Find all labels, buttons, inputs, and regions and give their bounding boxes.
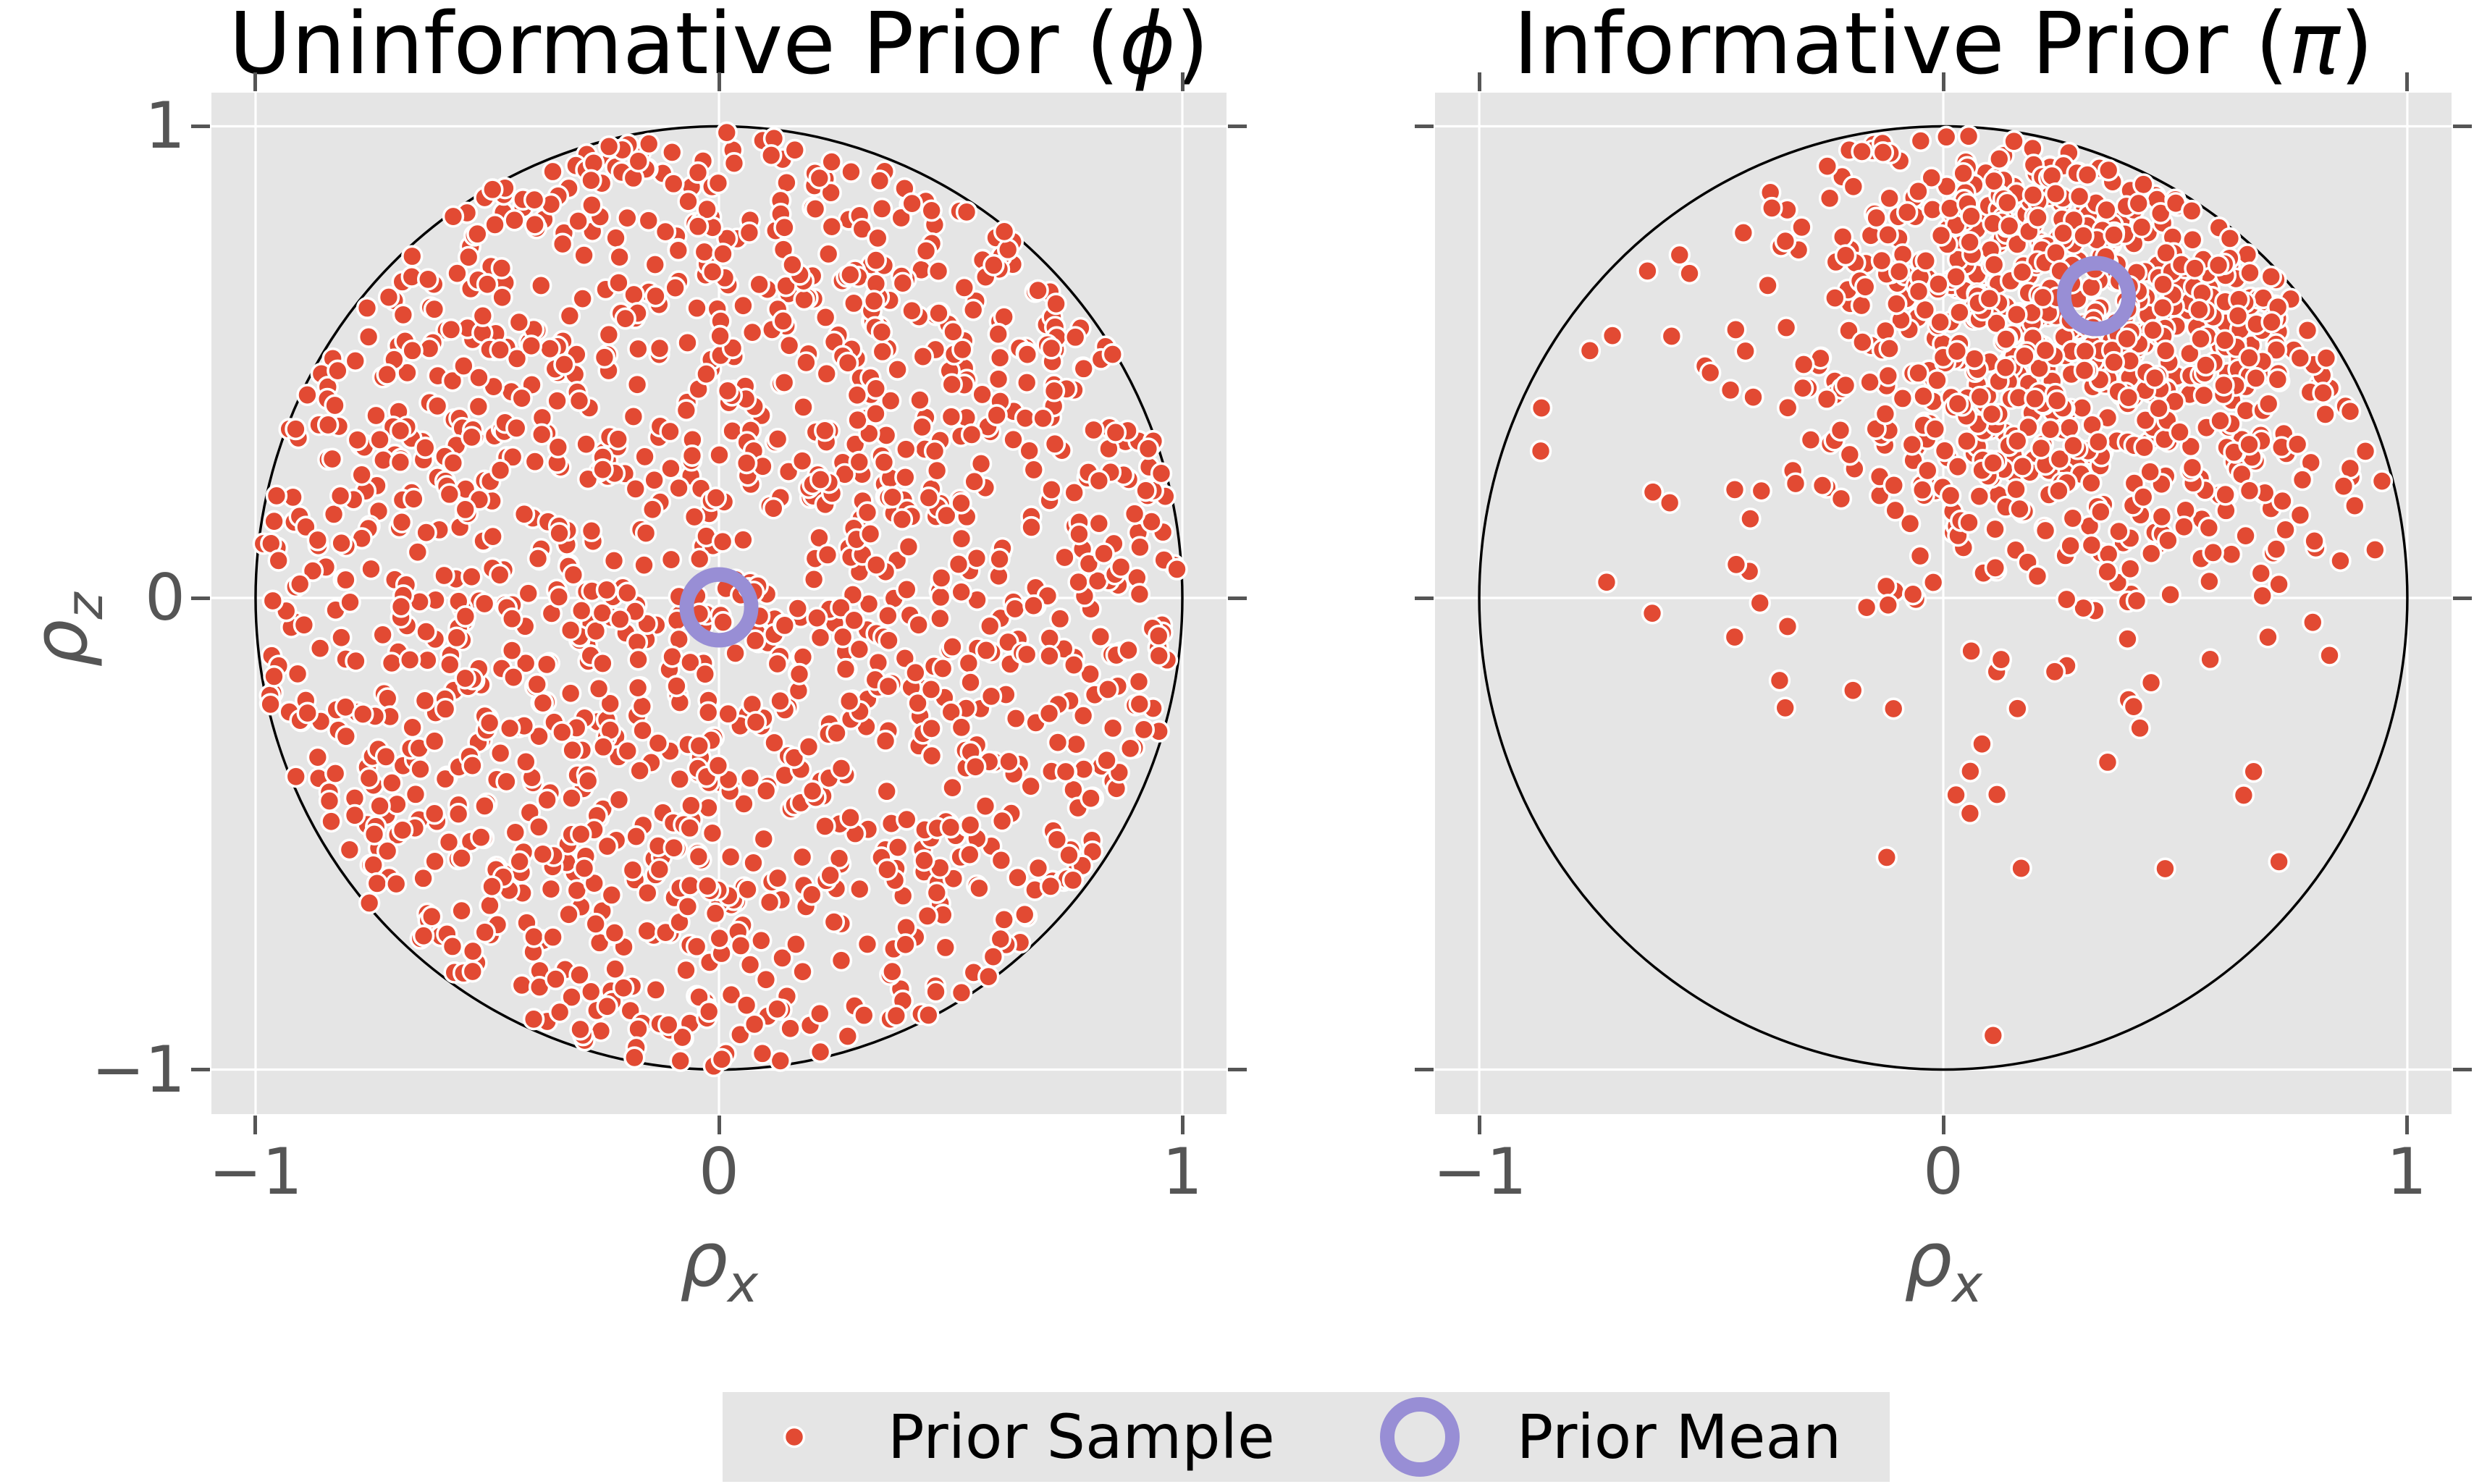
panel-title-informative: Informative Prior (π)	[1513, 1, 2373, 86]
tick-mark	[191, 1067, 210, 1071]
tick-mark	[717, 1116, 721, 1134]
pi-symbol: π	[2288, 0, 2340, 93]
xtick-label-1: 1	[2386, 1134, 2427, 1209]
tick-mark	[1228, 1067, 1247, 1071]
ytick-label-1: 1	[145, 88, 185, 163]
tick-mark	[2453, 1067, 2472, 1071]
tick-mark	[1941, 72, 1945, 91]
tick-mark	[191, 596, 210, 600]
panel-title-uninformative: Uninformative Prior (ϕ)	[229, 1, 1209, 86]
tick-mark	[1228, 596, 1247, 600]
scatter-plot-informative	[1435, 93, 2452, 1114]
xtick-label-1: 1	[1162, 1134, 1203, 1209]
xtick-label-0: 0	[699, 1134, 739, 1209]
ytick-label-0: 0	[145, 560, 185, 635]
tick-mark	[253, 72, 258, 91]
rho-glyph: ρ	[1904, 1215, 1953, 1304]
tick-mark	[1180, 72, 1185, 91]
tick-mark	[1477, 72, 1481, 91]
rho-glyph: ρ	[680, 1215, 728, 1304]
y-axis-label-rho-z: ρz	[16, 592, 115, 667]
legend: Prior Sample Prior Mean	[723, 1392, 1890, 1482]
tick-mark	[1415, 596, 1434, 600]
panel-uninformative-prior: Uninformative Prior (ϕ) 1 0 −1 −1 0 1 ρx…	[16, 1, 1247, 1310]
tick-mark	[1180, 1116, 1185, 1134]
title-text: Uninformative Prior (	[229, 0, 1119, 93]
tick-mark	[2453, 596, 2472, 600]
prior-mean-ring-icon	[1379, 1397, 1460, 1477]
tick-mark	[1228, 125, 1247, 129]
tick-mark	[1941, 1116, 1945, 1134]
tick-mark	[2405, 1116, 2410, 1134]
rho-x-subscript: x	[1952, 1253, 1982, 1314]
tick-mark	[2405, 72, 2410, 91]
rho-z-subscript: z	[54, 592, 115, 620]
legend-label-prior-sample: Prior Sample	[888, 1401, 1275, 1472]
xtick-label-neg1: −1	[209, 1134, 303, 1209]
tick-mark	[2453, 125, 2472, 129]
rho-glyph: ρ	[16, 619, 105, 667]
title-text: Informative Prior (	[1513, 0, 2289, 93]
scatter-plot-uninformative	[211, 93, 1227, 1114]
legend-label-prior-mean: Prior Mean	[1516, 1401, 1842, 1472]
tick-mark	[1415, 125, 1434, 129]
panel-informative-prior: Informative Prior (π) −1 0 1 ρx	[1415, 1, 2472, 1310]
xtick-label-neg1: −1	[1433, 1134, 1527, 1209]
tick-mark	[1477, 1116, 1481, 1134]
tick-mark	[717, 72, 721, 91]
title-close-paren: )	[1175, 0, 1209, 93]
tick-mark	[253, 1116, 258, 1134]
tick-mark	[1415, 1067, 1434, 1071]
prior-sample-dot-icon	[783, 1425, 806, 1449]
ytick-label-neg1: −1	[91, 1032, 185, 1107]
phi-symbol: ϕ	[1119, 0, 1176, 93]
x-axis-label-rho-x: ρx	[680, 1222, 758, 1310]
xtick-label-0: 0	[1923, 1134, 1964, 1209]
title-close-paren: )	[2339, 0, 2373, 93]
tick-mark	[191, 125, 210, 129]
x-axis-label-rho-x: ρx	[1904, 1222, 1982, 1310]
rho-x-subscript: x	[728, 1253, 758, 1314]
